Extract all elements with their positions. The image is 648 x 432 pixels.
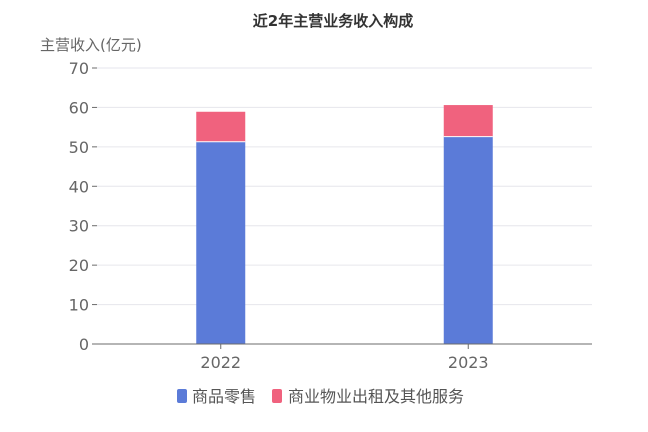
bars [196, 105, 493, 344]
y-axis-ticks: 0 10 20 30 40 50 60 70 [69, 59, 97, 354]
y-tick-label-0: 0 [79, 335, 89, 354]
y-tick-label-20: 20 [69, 256, 89, 275]
bar-2023-series-0 [443, 136, 493, 344]
legend-swatch-1 [272, 389, 282, 403]
y-tick-label-30: 30 [69, 217, 89, 236]
chart-title: 近2年主营业务收入构成 [253, 12, 413, 30]
gridlines [97, 67, 592, 306]
bar-2023-series-1 [443, 105, 493, 137]
legend-label-0: 商品零售 [192, 387, 256, 406]
y-axis-label: 主营收入(亿元) [40, 36, 142, 54]
legend: 商品零售 商业物业出租及其他服务 [177, 387, 464, 406]
y-tick-label-50: 50 [69, 138, 89, 157]
y-tick-label-40: 40 [69, 177, 89, 196]
bar-2022-series-1 [196, 111, 246, 142]
y-tick-label-60: 60 [69, 98, 89, 117]
legend-swatch-0 [177, 389, 187, 403]
legend-label-1: 商业物业出租及其他服务 [288, 387, 464, 406]
x-tick-label-2022: 2022 [200, 353, 241, 372]
x-tick-label-2023: 2023 [448, 353, 489, 372]
bar-2022-series-0 [196, 141, 246, 344]
y-tick-label-70: 70 [69, 59, 89, 78]
x-axis-ticks: 2022 2023 [200, 344, 489, 372]
y-tick-label-10: 10 [69, 296, 89, 315]
